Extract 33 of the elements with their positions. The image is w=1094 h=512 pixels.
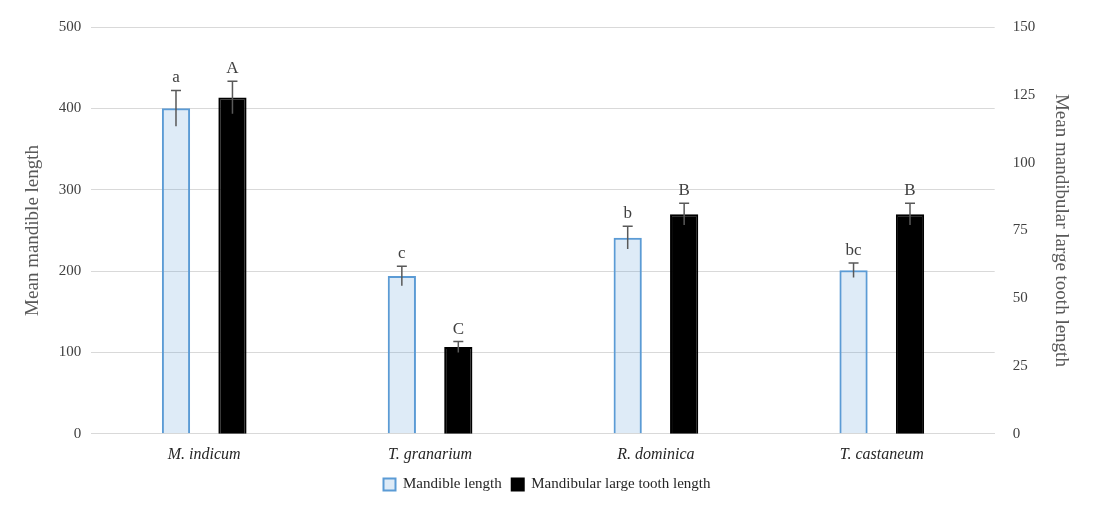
data-label: C — [452, 318, 464, 338]
y2-tick-label: 100 — [1012, 153, 1036, 170]
data-label: B — [904, 180, 916, 200]
y-axis-title: Mean mandible length — [21, 144, 43, 316]
y2-tick-label: 0 — [1012, 424, 1021, 441]
legend-label: Mandible length — [403, 475, 503, 492]
x-tick-label: T. granarium — [387, 444, 473, 463]
y2-tick-label: 125 — [1012, 85, 1036, 102]
y2-axis-title: Mean mandibular large tooth length — [1051, 93, 1073, 368]
bar — [613, 237, 642, 434]
y-tick-label: 400 — [58, 99, 82, 116]
legend-label: Mandibular large tooth length — [531, 475, 711, 492]
data-label: bc — [845, 239, 863, 259]
y-tick-label: 0 — [73, 424, 82, 441]
y-tick-label: 200 — [58, 262, 82, 279]
data-label: a — [172, 67, 181, 87]
data-label: B — [678, 180, 690, 200]
bar — [161, 108, 191, 434]
bar — [839, 270, 868, 434]
x-tick-label: R. dominica — [616, 444, 695, 462]
data-label: c — [398, 243, 407, 263]
bar — [387, 275, 416, 434]
y2-tick-label: 75 — [1012, 221, 1028, 238]
y-tick-label: 300 — [58, 180, 82, 197]
x-tick-label: T. castaneum — [839, 444, 924, 462]
data-label: b — [623, 203, 632, 223]
y2-tick-label: 150 — [1012, 17, 1036, 34]
data-label: A — [226, 58, 240, 78]
y2-tick-label: 50 — [1012, 289, 1028, 306]
y-tick-label: 500 — [58, 17, 82, 34]
y-tick-label: 100 — [58, 343, 82, 360]
y2-tick-label: 25 — [1012, 356, 1028, 373]
x-tick-label: M. indicum — [166, 444, 241, 462]
